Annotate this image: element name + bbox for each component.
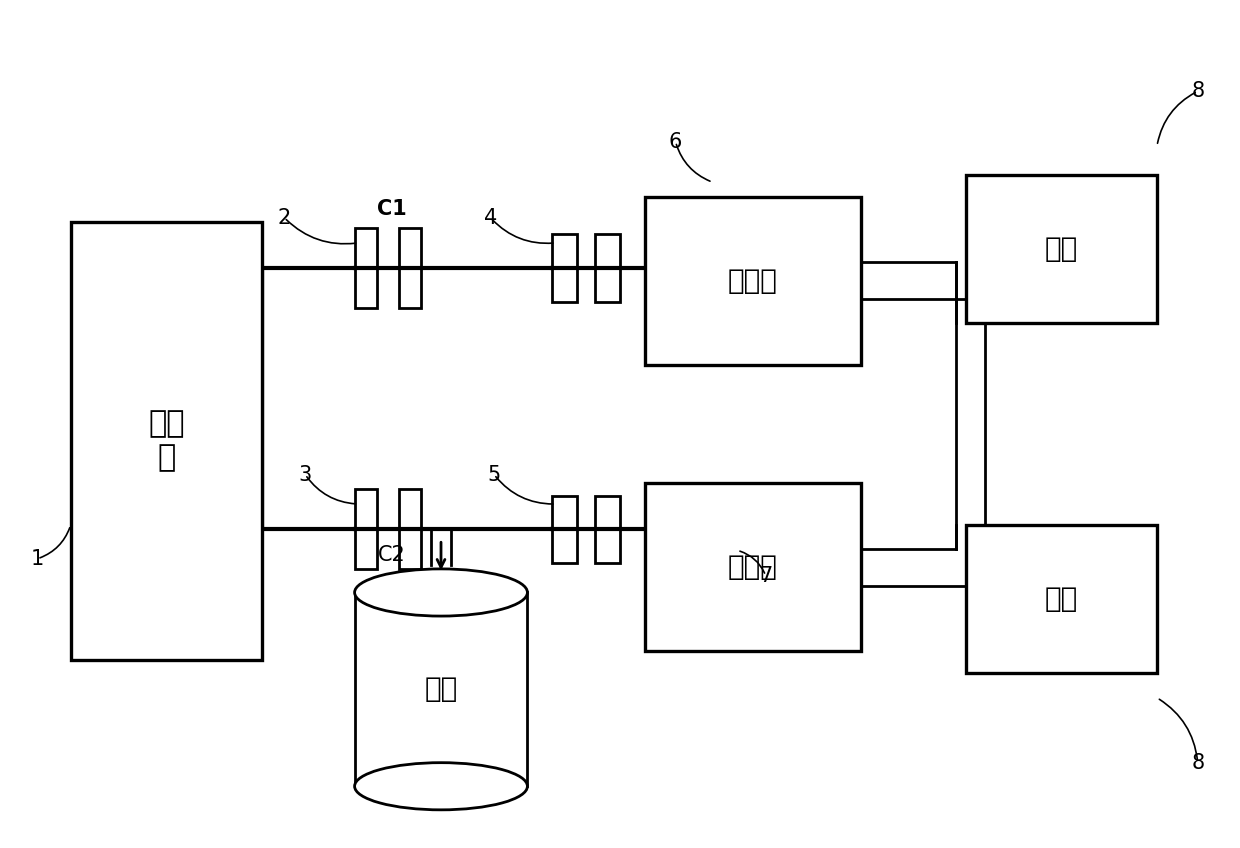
Text: 偶数挡: 偶数挡 (728, 553, 777, 581)
Text: 车轮: 车轮 (1044, 585, 1078, 613)
Text: 1: 1 (31, 549, 43, 569)
Ellipse shape (355, 762, 527, 810)
Bar (966, 525, 1157, 672)
Text: 2: 2 (278, 208, 291, 227)
Bar (966, 176, 1157, 323)
Bar (595, 495, 620, 563)
Text: 8: 8 (1192, 81, 1204, 101)
Bar (552, 234, 577, 302)
Bar (595, 234, 620, 302)
Text: 奇数挡: 奇数挡 (728, 267, 777, 295)
Text: C2: C2 (378, 544, 405, 565)
Bar (552, 495, 577, 563)
Bar (355, 228, 377, 308)
Text: 8: 8 (1192, 753, 1204, 773)
Text: C1: C1 (377, 199, 407, 219)
Text: 4: 4 (484, 208, 497, 227)
Bar (399, 228, 422, 308)
Text: 7: 7 (759, 566, 773, 586)
Text: 5: 5 (487, 465, 501, 484)
Bar (355, 489, 377, 569)
Bar (645, 197, 861, 365)
Text: 电机: 电机 (424, 675, 458, 703)
Text: 3: 3 (299, 465, 311, 484)
Ellipse shape (355, 569, 527, 616)
Bar (71, 222, 262, 660)
Text: 6: 6 (668, 131, 682, 152)
Text: 发动
机: 发动 机 (148, 410, 185, 472)
Text: 车轮: 车轮 (1044, 235, 1078, 263)
Bar (645, 483, 861, 651)
Bar (355, 593, 527, 786)
Bar (399, 489, 422, 569)
